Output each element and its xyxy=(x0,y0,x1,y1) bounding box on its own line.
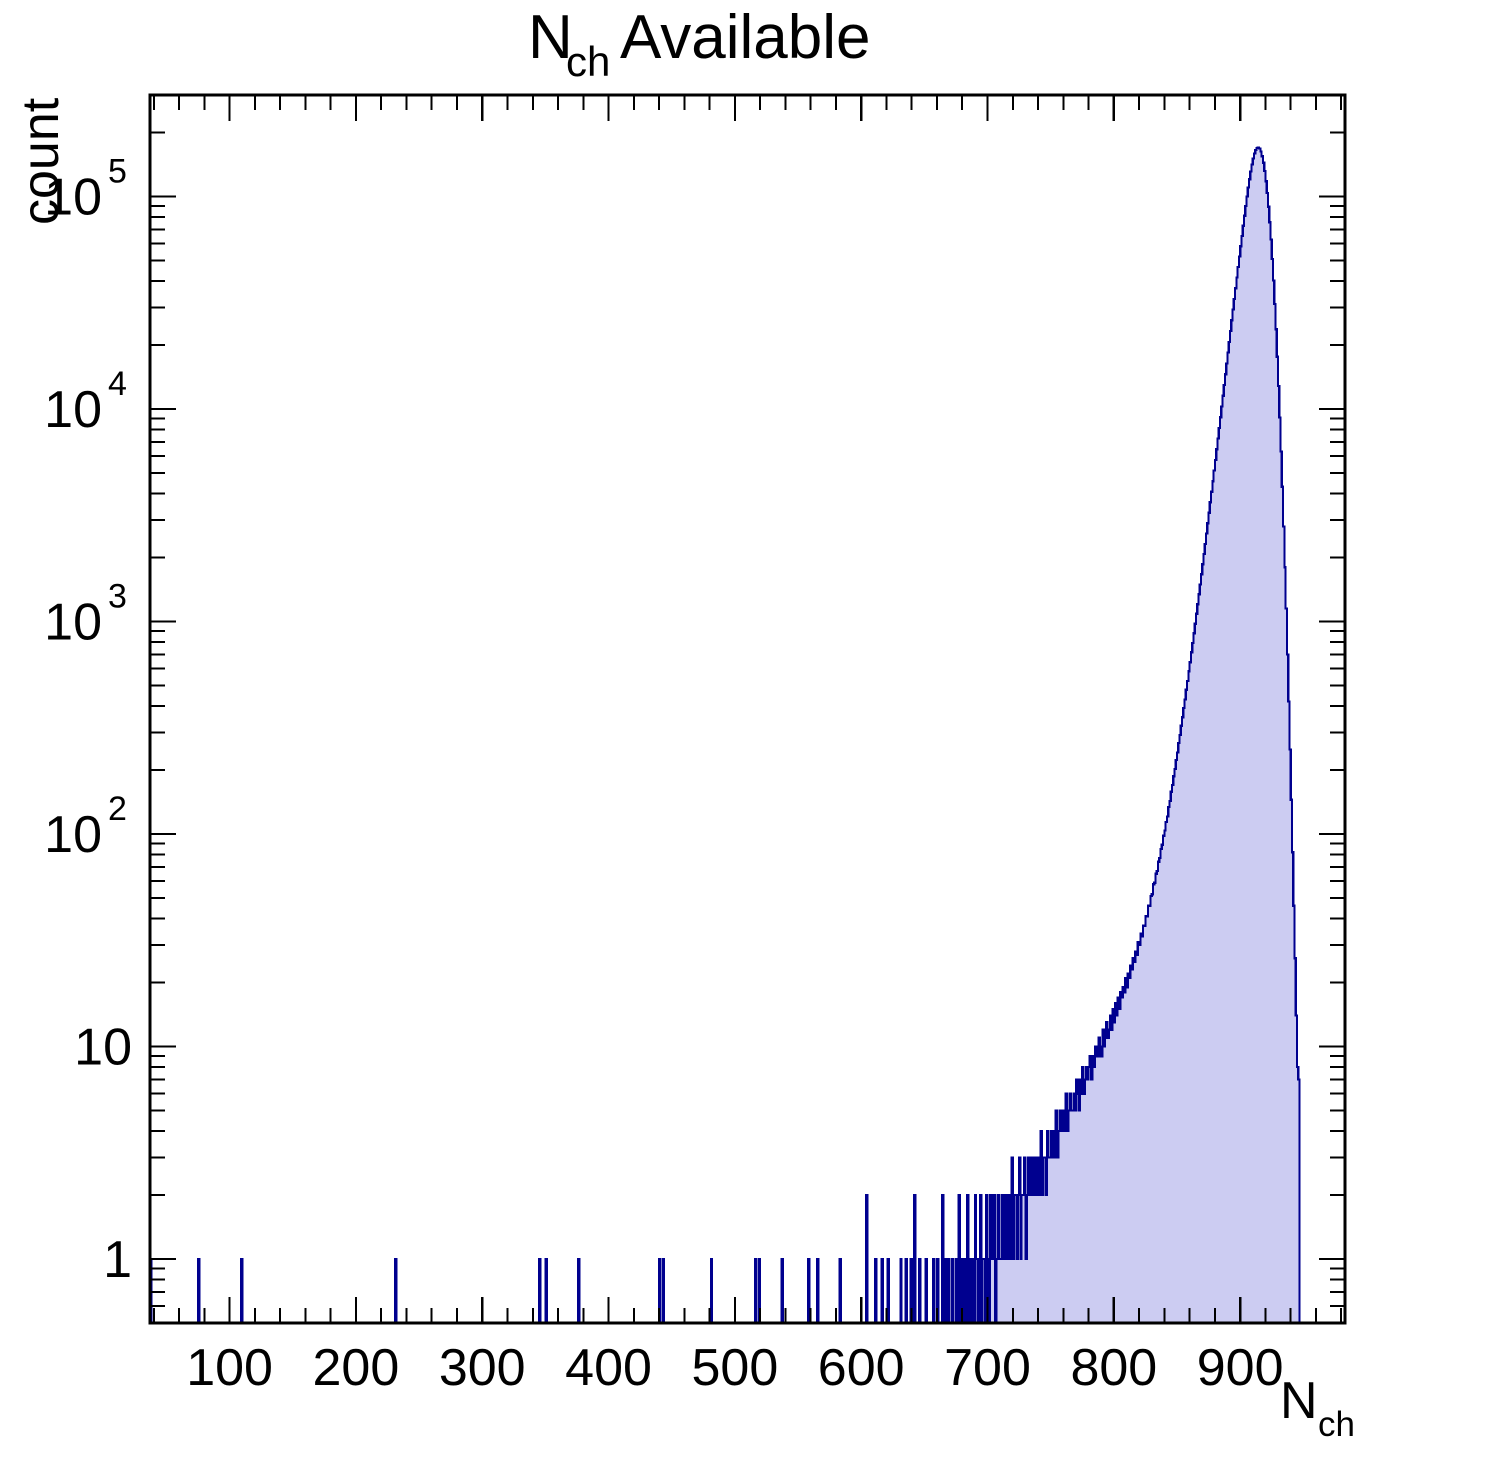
x-tick-label: 300 xyxy=(439,1339,526,1397)
y-tick-label-exponent: 5 xyxy=(108,152,127,190)
y-tick-label-exponent: 2 xyxy=(108,790,127,828)
x-tick-label: 200 xyxy=(313,1339,400,1397)
x-tick-label: 600 xyxy=(818,1339,905,1397)
y-tick-label-exponent: 4 xyxy=(108,365,127,403)
plot-frame xyxy=(148,93,1347,1325)
y-tick-label: 10 xyxy=(44,168,102,226)
y-tick-label-exponent: 3 xyxy=(108,577,127,615)
x-axis-title-subscript: ch xyxy=(1318,1405,1355,1444)
chart-title-tail: Available xyxy=(620,3,870,72)
y-tick-label: 10 xyxy=(44,806,102,864)
x-tick-label: 900 xyxy=(1197,1339,1284,1397)
chart-title-subscript: ch xyxy=(566,38,610,85)
chart-title: N ch Available xyxy=(528,3,870,85)
x-tick-label: 100 xyxy=(186,1339,273,1397)
x-tick-label: 400 xyxy=(565,1339,652,1397)
x-tick-label: 700 xyxy=(944,1339,1031,1397)
y-tick-label: 10 xyxy=(44,381,102,439)
histogram-series xyxy=(148,146,1301,1325)
y-tick-label: 10 xyxy=(44,593,102,651)
axis-ticks xyxy=(150,94,1345,1324)
chart-title-main: N xyxy=(528,3,573,72)
x-tick-label: 500 xyxy=(691,1339,778,1397)
y-tick-label: 1 xyxy=(103,1231,132,1289)
y-tick-label: 10 xyxy=(74,1018,132,1076)
x-axis-title: N ch xyxy=(1280,1372,1355,1444)
x-axis-title-main: N xyxy=(1280,1372,1318,1430)
histogram-fill xyxy=(150,147,1300,1324)
y-axis-title: count xyxy=(12,97,70,225)
x-tick-label: 800 xyxy=(1070,1339,1157,1397)
